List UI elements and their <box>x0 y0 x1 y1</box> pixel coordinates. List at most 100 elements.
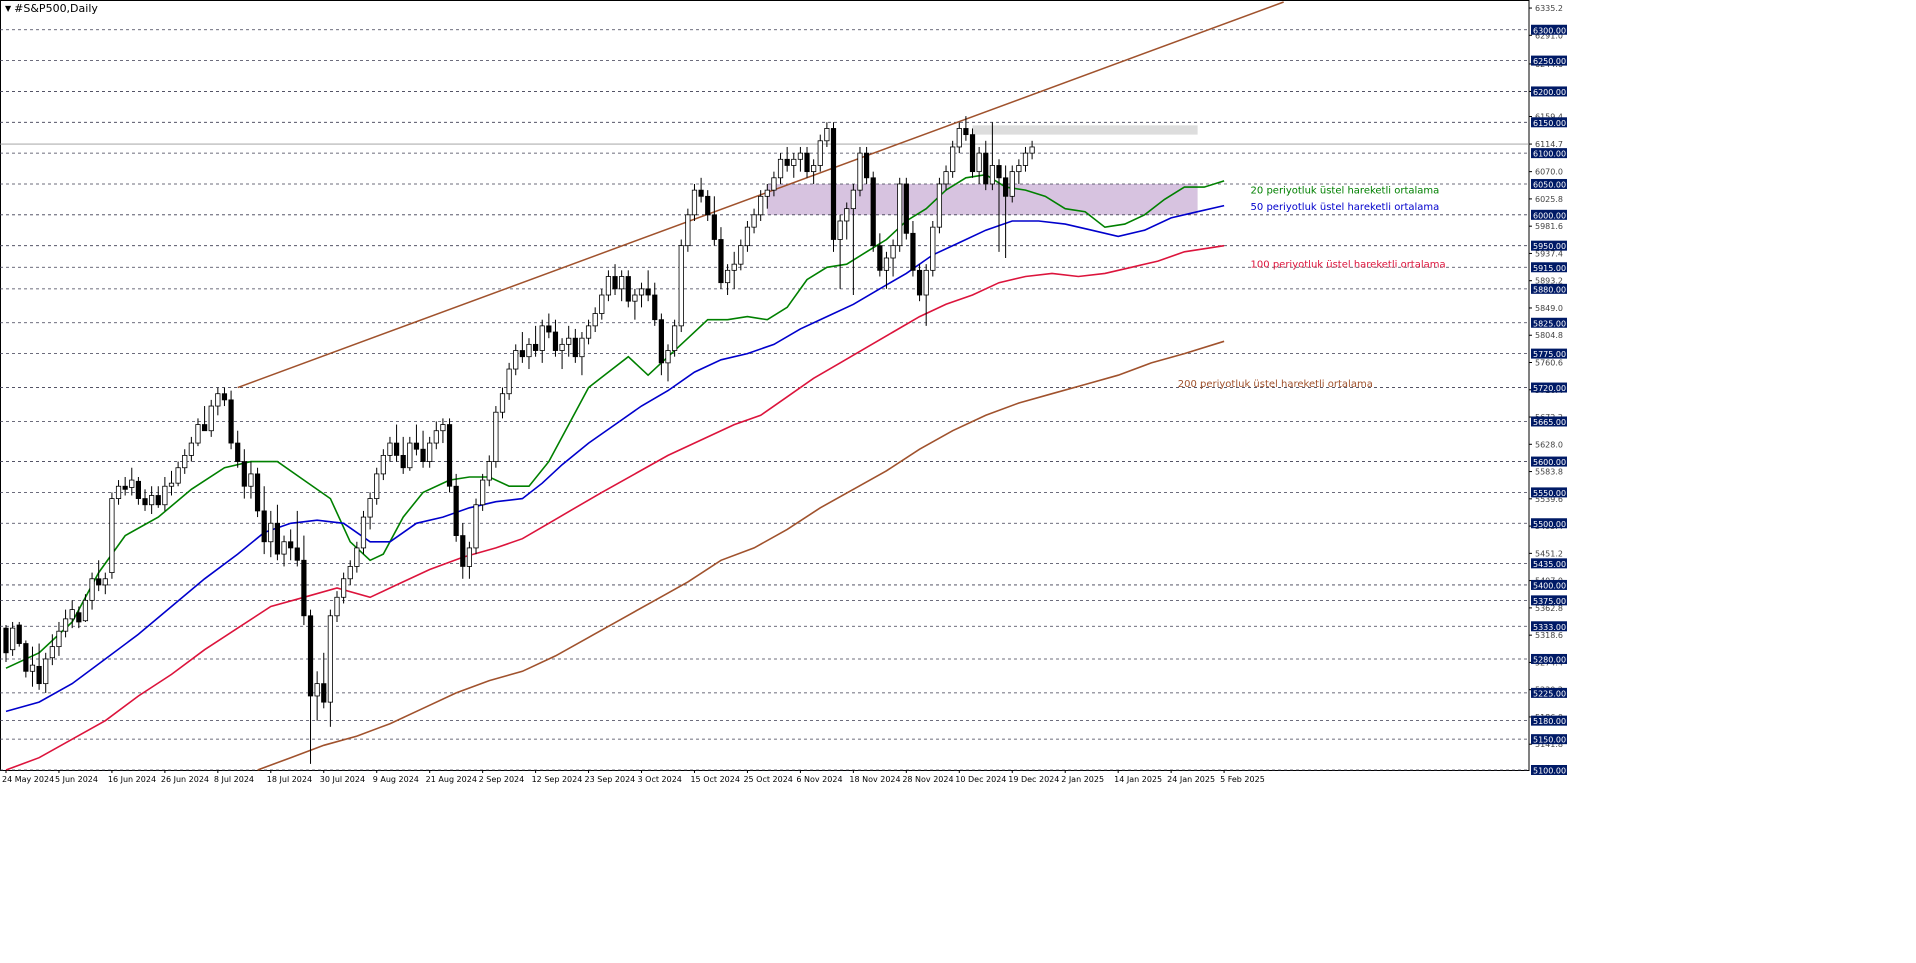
candle-body[interactable] <box>923 269 929 296</box>
symbol-title-bar[interactable]: ▼ #S&P500,Daily <box>2 1 101 16</box>
level-badge[interactable] <box>1531 178 1567 189</box>
candle-body[interactable] <box>685 214 691 247</box>
candle-body[interactable] <box>956 128 962 148</box>
candle-body[interactable] <box>910 232 916 271</box>
level-badge[interactable] <box>1531 117 1567 128</box>
candle-body[interactable] <box>897 183 903 247</box>
candle-body[interactable] <box>579 337 585 358</box>
candle-body[interactable] <box>751 214 757 228</box>
candle-body[interactable] <box>201 424 208 432</box>
level-badge[interactable] <box>1531 240 1567 251</box>
series-line-ema100[interactable] <box>5 244 1225 771</box>
candle-body[interactable] <box>354 547 360 567</box>
candle-body[interactable] <box>777 158 784 179</box>
candle-body[interactable] <box>334 596 340 617</box>
candle-body[interactable] <box>1022 152 1029 166</box>
candle-body[interactable] <box>82 599 89 622</box>
candle-body[interactable] <box>149 495 155 506</box>
candle-body[interactable] <box>248 473 254 487</box>
candle-body[interactable] <box>168 482 175 487</box>
candle-body[interactable] <box>49 646 55 659</box>
candle-body[interactable] <box>817 140 823 166</box>
candle-body[interactable] <box>996 165 1002 179</box>
candle-body[interactable] <box>221 393 228 401</box>
candle-body[interactable] <box>658 319 664 364</box>
candle-body[interactable] <box>599 294 605 314</box>
candle-body[interactable] <box>976 152 982 173</box>
candle-body[interactable] <box>10 627 16 651</box>
candle-body[interactable] <box>420 448 426 462</box>
candle-body[interactable] <box>380 454 386 475</box>
candle-body[interactable] <box>400 454 406 469</box>
level-badge[interactable] <box>1531 348 1567 359</box>
candle-body[interactable] <box>665 350 671 364</box>
candle-body[interactable] <box>513 350 519 370</box>
candle-body[interactable] <box>936 183 943 228</box>
candle-body[interactable] <box>440 424 446 432</box>
triangle-down-icon[interactable]: ▼ <box>5 4 12 13</box>
candle-body[interactable] <box>824 128 830 142</box>
candle-body[interactable] <box>288 541 294 549</box>
candle-body[interactable] <box>241 461 247 487</box>
candle-body[interactable] <box>129 479 135 488</box>
candle-body[interactable] <box>672 325 678 351</box>
candle-body[interactable] <box>930 226 936 271</box>
candle-body[interactable] <box>969 134 976 173</box>
candle-body[interactable] <box>96 578 102 586</box>
candle-body[interactable] <box>228 399 234 444</box>
candle-body[interactable] <box>393 442 400 456</box>
candle-body[interactable] <box>705 195 711 216</box>
candle-body[interactable] <box>519 350 525 358</box>
candle-body[interactable] <box>605 276 612 296</box>
candle-body[interactable] <box>360 516 367 549</box>
candle-body[interactable] <box>1009 171 1015 197</box>
candle-body[interactable] <box>327 615 333 703</box>
candle-body[interactable] <box>552 331 559 351</box>
candle-body[interactable] <box>784 158 790 166</box>
candle-body[interactable] <box>321 683 327 703</box>
candle-body[interactable] <box>797 152 804 160</box>
candle-body[interactable] <box>499 393 506 413</box>
candle-body[interactable] <box>162 485 168 506</box>
candle-body[interactable] <box>645 288 651 296</box>
candle-body[interactable] <box>135 480 141 499</box>
candle-body[interactable] <box>1016 165 1022 173</box>
level-badge[interactable] <box>1531 86 1567 97</box>
level-badge[interactable] <box>1531 653 1567 664</box>
level-badge[interactable] <box>1531 518 1567 529</box>
candle-body[interactable] <box>466 547 473 567</box>
candle-body[interactable] <box>526 343 532 358</box>
candle-body[interactable] <box>115 485 122 499</box>
candle-body[interactable] <box>619 276 625 290</box>
candle-body[interactable] <box>625 276 631 302</box>
level-badge[interactable] <box>1531 715 1567 726</box>
level-badge[interactable] <box>1531 283 1567 294</box>
level-badge[interactable] <box>1531 456 1567 467</box>
candle-body[interactable] <box>864 152 870 179</box>
candle-body[interactable] <box>724 269 731 284</box>
candle-body[interactable] <box>678 245 684 327</box>
candle-body[interactable] <box>837 220 843 240</box>
candle-body[interactable] <box>652 294 658 321</box>
candle-body[interactable] <box>281 541 287 555</box>
level-badge[interactable] <box>1531 765 1567 775</box>
level-badge[interactable] <box>1531 687 1567 698</box>
candle-body[interactable] <box>711 214 717 240</box>
candle-body[interactable] <box>691 189 698 216</box>
candle-body[interactable] <box>943 171 949 185</box>
level-badge[interactable] <box>1531 734 1567 745</box>
candle-body[interactable] <box>559 343 565 351</box>
candle-body[interactable] <box>566 337 572 345</box>
candle-body[interactable] <box>122 485 128 490</box>
candle-body[interactable] <box>215 393 221 407</box>
candle-body[interactable] <box>347 566 353 580</box>
candle-body[interactable] <box>254 473 261 512</box>
level-badge[interactable] <box>1531 487 1567 498</box>
candle-body[interactable] <box>208 405 214 432</box>
candle-body[interactable] <box>62 618 69 632</box>
candle-body[interactable] <box>572 337 578 358</box>
candle-body[interactable] <box>506 368 512 395</box>
candle-body[interactable] <box>758 195 764 216</box>
candle-body[interactable] <box>592 313 598 327</box>
